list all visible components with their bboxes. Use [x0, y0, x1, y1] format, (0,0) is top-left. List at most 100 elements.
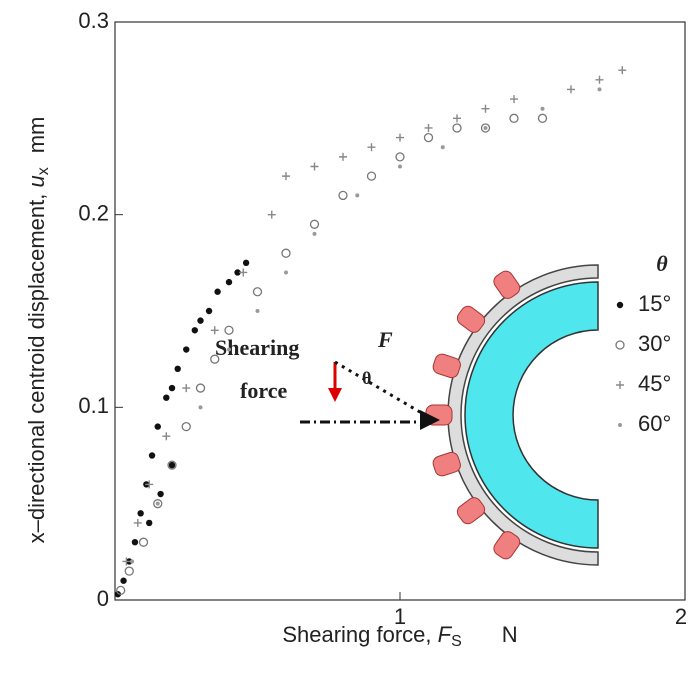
point [481, 104, 490, 113]
point [122, 557, 131, 566]
point [162, 432, 171, 441]
point [310, 162, 319, 171]
point [423, 132, 434, 143]
point [181, 421, 191, 432]
point [182, 384, 191, 393]
point [148, 452, 156, 459]
y-label-text: x–directional centroid displacement, [24, 188, 49, 544]
point [114, 591, 122, 598]
plot-frame [114, 21, 686, 601]
point [210, 354, 220, 364]
point [210, 326, 219, 335]
annotation: Shearing [215, 335, 299, 360]
point [396, 133, 404, 142]
point [309, 219, 320, 229]
point [155, 501, 160, 506]
point [124, 566, 134, 576]
point [267, 210, 276, 219]
point [116, 585, 126, 596]
point [567, 85, 575, 94]
x-tick-label: 2 [675, 604, 687, 629]
point [537, 113, 548, 123]
point [453, 114, 461, 123]
point [595, 75, 604, 84]
legend-marker [618, 423, 622, 427]
point [197, 317, 204, 324]
y-axis-label: x–directional centroid displacement, ux m… [24, 117, 52, 544]
point [137, 510, 144, 517]
point [198, 405, 203, 410]
legend-marker [616, 381, 624, 389]
point [242, 259, 250, 267]
point [312, 231, 317, 236]
y-tick-label: 0.2 [78, 200, 109, 225]
point [131, 539, 139, 546]
point [153, 499, 163, 509]
point [133, 518, 142, 527]
point [163, 394, 170, 401]
annotation: force [240, 378, 287, 403]
x-tick-label: 1 [394, 604, 406, 629]
annotation: θ [362, 368, 371, 388]
point [234, 269, 241, 276]
legend-label: 60° [638, 411, 671, 436]
point [395, 152, 405, 162]
point [284, 270, 288, 275]
point [138, 537, 149, 547]
point [167, 460, 177, 470]
y-tick-label: 0 [97, 586, 109, 611]
point [281, 248, 291, 258]
point [597, 87, 602, 92]
y-label-unit: mm [24, 117, 49, 154]
point [239, 268, 248, 277]
point [183, 346, 190, 353]
point [191, 327, 198, 334]
point [255, 309, 260, 313]
legend-label: 15° [638, 291, 671, 316]
point [424, 123, 433, 132]
point [367, 143, 376, 152]
legend-title: θ [656, 251, 668, 276]
point [195, 383, 206, 393]
point [174, 365, 181, 372]
point [282, 172, 290, 181]
legend-marker [616, 301, 624, 309]
point [157, 490, 164, 498]
y-tick-label: 0.1 [78, 393, 109, 418]
point [398, 164, 402, 169]
x-label-text: Shearing force, [282, 622, 437, 647]
point [120, 577, 127, 584]
y-label-symbol: u [24, 175, 49, 187]
legend-marker [615, 340, 625, 350]
point [146, 519, 153, 527]
point [540, 106, 545, 111]
x-axis-label: Shearing force, FS N [282, 622, 517, 650]
point [510, 95, 518, 104]
x-label-subscript: S [451, 633, 462, 650]
point [225, 278, 233, 286]
point [224, 325, 234, 335]
point [480, 123, 491, 133]
point [168, 384, 176, 392]
point [130, 559, 135, 564]
point [205, 307, 213, 315]
point [355, 193, 360, 198]
point [618, 66, 627, 75]
inset-diagram [300, 264, 599, 566]
point [366, 171, 377, 181]
point [452, 123, 462, 133]
x-label-unit: N [502, 622, 518, 647]
point [252, 287, 263, 297]
point [440, 145, 445, 150]
point [483, 125, 488, 130]
y-label-subscript: x [35, 167, 52, 175]
point [145, 480, 154, 489]
point [168, 461, 176, 469]
point [154, 423, 161, 430]
point [339, 152, 347, 161]
legend-label: 45° [638, 371, 671, 396]
point [509, 113, 519, 123]
y-tick-label: 0.3 [78, 8, 109, 33]
annotation: F [377, 327, 393, 352]
